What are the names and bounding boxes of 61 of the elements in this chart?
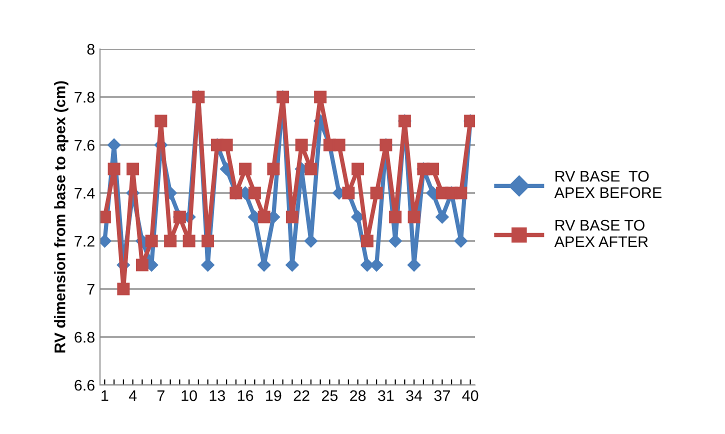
point — [408, 210, 420, 224]
x-tick-label: 28 — [350, 390, 366, 402]
x-tick-label: 25 — [322, 390, 338, 402]
point — [248, 186, 261, 200]
point — [295, 138, 308, 152]
point — [454, 234, 468, 248]
x-tick-label: 40 — [462, 390, 478, 402]
point — [389, 210, 402, 224]
y-tick-label: 7.2 — [74, 236, 94, 247]
point — [182, 234, 196, 248]
y-tick-label: 7.4 — [74, 188, 95, 199]
point — [220, 138, 233, 152]
x-tick-label: 19 — [266, 390, 282, 402]
point — [239, 162, 252, 176]
point — [370, 258, 384, 272]
x-tick-label: 13 — [210, 390, 226, 402]
x-tick-label: 4 — [128, 390, 137, 401]
point — [286, 258, 299, 272]
point — [304, 234, 318, 248]
point — [407, 258, 421, 272]
point — [314, 90, 327, 104]
x-tick-label: 10 — [182, 390, 197, 402]
legend-label: RV BASE TO APEX AFTER — [554, 220, 648, 247]
x-tick-label: 7 — [157, 390, 164, 401]
x-tick-label: 37 — [434, 390, 450, 402]
x-tick-label: 31 — [378, 390, 394, 402]
point — [126, 162, 140, 176]
point — [360, 258, 374, 272]
x-tick-label: 34 — [406, 390, 422, 402]
point — [332, 138, 346, 152]
point — [145, 234, 158, 248]
point — [202, 234, 214, 248]
y-axis-title: RV dimension from base to apex (cm) — [54, 81, 68, 353]
y-tick-label: 7 — [87, 284, 94, 295]
x-tick-label: 22 — [294, 390, 310, 401]
x-tick-label: 16 — [238, 390, 254, 402]
point — [164, 234, 177, 248]
point — [258, 210, 270, 224]
point — [267, 162, 280, 176]
point — [154, 114, 168, 128]
legend-label: RV BASE TO APEX BEFORE — [554, 170, 662, 198]
point — [388, 234, 402, 248]
y-tick-label: 7.8 — [74, 92, 94, 103]
y-tick-label: 7.6 — [74, 140, 94, 151]
point — [360, 234, 374, 248]
x-tick-label: 1 — [102, 390, 108, 401]
point — [201, 258, 214, 272]
point — [352, 162, 364, 176]
y-tick-label: 6.6 — [74, 380, 94, 391]
point — [370, 186, 383, 200]
point — [426, 162, 440, 176]
point — [436, 210, 449, 224]
point — [304, 162, 318, 176]
point — [351, 210, 364, 224]
y-tick-label: 6.8 — [74, 332, 94, 343]
y-tick-label: 8 — [87, 44, 94, 55]
point — [108, 162, 120, 176]
point — [286, 210, 298, 224]
point — [454, 186, 468, 200]
point — [136, 258, 148, 272]
point — [117, 282, 130, 296]
